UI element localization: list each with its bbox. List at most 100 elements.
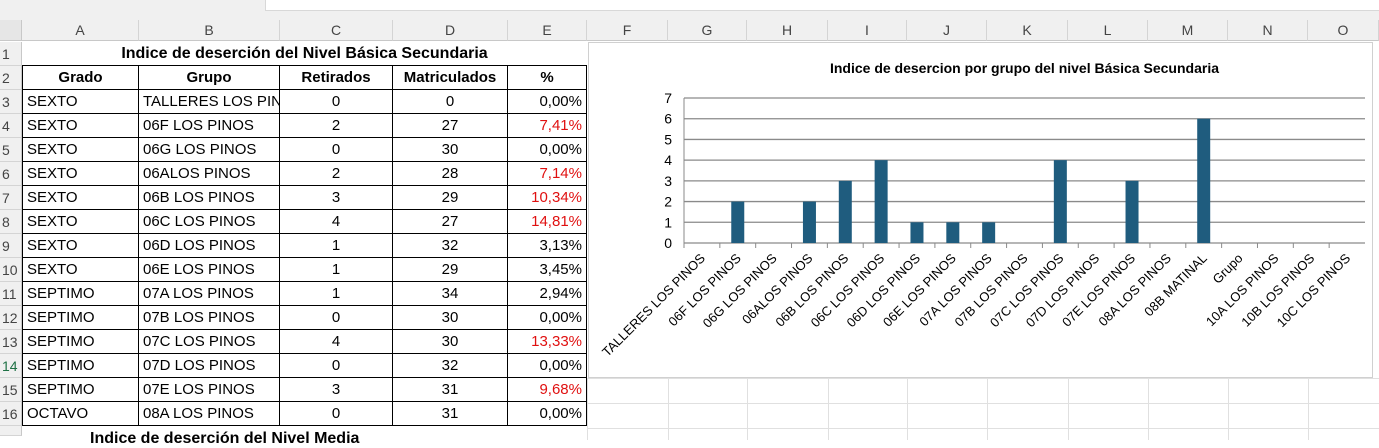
cell-grupo[interactable]: 08A LOS PINOS	[139, 402, 280, 426]
column-header-l[interactable]: L	[1068, 20, 1148, 41]
table-header-matriculados[interactable]: Matriculados	[393, 66, 508, 90]
column-header-j[interactable]: J	[907, 20, 987, 41]
cell-grupo[interactable]: 06C LOS PINOS	[139, 210, 280, 234]
column-header-i[interactable]: I	[828, 20, 907, 41]
cell-matriculados[interactable]: 32	[393, 354, 508, 378]
cell-matriculados[interactable]: 28	[393, 162, 508, 186]
cell-matriculados[interactable]: 27	[393, 210, 508, 234]
column-header-n[interactable]: N	[1228, 20, 1308, 41]
cell-grupo[interactable]: 06ALOS PINOS	[139, 162, 280, 186]
cell-grado[interactable]: SEXTO	[22, 114, 139, 138]
cell-grado[interactable]: SEXTO	[22, 210, 139, 234]
cell-grado[interactable]: SEXTO	[22, 186, 139, 210]
cell-grado[interactable]: SEPTIMO	[22, 330, 139, 354]
cell-retirados[interactable]: 1	[280, 258, 393, 282]
cell-retirados[interactable]: 4	[280, 330, 393, 354]
cell-grupo[interactable]: 07D LOS PINOS	[139, 354, 280, 378]
cell-retirados[interactable]: 0	[280, 354, 393, 378]
cell-retirados[interactable]: 2	[280, 114, 393, 138]
select-all-corner[interactable]	[0, 20, 22, 41]
row-header-14[interactable]: 14	[0, 354, 22, 378]
cell-percent[interactable]: 3,45%	[508, 258, 587, 282]
cell-grado[interactable]: OCTAVO	[22, 402, 139, 426]
column-header-h[interactable]: H	[747, 20, 828, 41]
cell-retirados[interactable]: 3	[280, 378, 393, 402]
row-header-4[interactable]: 4	[0, 114, 22, 138]
table-header-grupo[interactable]: Grupo	[139, 66, 280, 90]
cell-matriculados[interactable]: 31	[393, 378, 508, 402]
sheet-title[interactable]: Indice de deserción del Nivel Básica Sec…	[22, 42, 587, 66]
cell-matriculados[interactable]: 29	[393, 186, 508, 210]
cell-matriculados[interactable]: 31	[393, 402, 508, 426]
cell-retirados[interactable]: 3	[280, 186, 393, 210]
cell-matriculados[interactable]: 34	[393, 282, 508, 306]
bar-chart[interactable]: Indice de desercion por grupo del nivel …	[588, 42, 1373, 378]
cell-percent[interactable]: 13,33%	[508, 330, 587, 354]
table-header-pct[interactable]: %	[508, 66, 587, 90]
cell-grado[interactable]: SEXTO	[22, 138, 139, 162]
row-header-7[interactable]: 7	[0, 186, 22, 210]
cell-matriculados[interactable]: 30	[393, 306, 508, 330]
column-header-c[interactable]: C	[280, 20, 393, 41]
table-header-retirados[interactable]: Retirados	[280, 66, 393, 90]
table-header-grado[interactable]: Grado	[22, 66, 139, 90]
cell-grado[interactable]: SEPTIMO	[22, 354, 139, 378]
cell-percent[interactable]: 10,34%	[508, 186, 587, 210]
cell-retirados[interactable]: 0	[280, 90, 393, 114]
row-header-1[interactable]: 1	[0, 42, 22, 66]
row-header-15[interactable]: 15	[0, 378, 22, 402]
cell-matriculados[interactable]: 30	[393, 330, 508, 354]
cell-grupo[interactable]: 07B LOS PINOS	[139, 306, 280, 330]
cell-grupo[interactable]: 06D LOS PINOS	[139, 234, 280, 258]
cell-percent[interactable]: 7,41%	[508, 114, 587, 138]
cell-grado[interactable]: SEXTO	[22, 162, 139, 186]
cell-percent[interactable]: 7,14%	[508, 162, 587, 186]
cell-grupo[interactable]: 07A LOS PINOS	[139, 282, 280, 306]
cell-matriculados[interactable]: 29	[393, 258, 508, 282]
cell-grupo[interactable]: 07C LOS PINOS	[139, 330, 280, 354]
column-header-o[interactable]: O	[1308, 20, 1379, 41]
cell-percent[interactable]: 3,13%	[508, 234, 587, 258]
cell-percent[interactable]: 0,00%	[508, 306, 587, 330]
cell-retirados[interactable]: 2	[280, 162, 393, 186]
row-header-10[interactable]: 10	[0, 258, 22, 282]
cell-grupo[interactable]: 06G LOS PINOS	[139, 138, 280, 162]
column-header-b[interactable]: B	[139, 20, 280, 41]
cell-grupo[interactable]: 06E LOS PINOS	[139, 258, 280, 282]
column-header-k[interactable]: K	[987, 20, 1068, 41]
cell-percent[interactable]: 0,00%	[508, 402, 587, 426]
row-header-11[interactable]: 11	[0, 282, 22, 306]
column-header-d[interactable]: D	[393, 20, 508, 41]
cell-grupo[interactable]: 06B LOS PINOS	[139, 186, 280, 210]
cell-matriculados[interactable]: 32	[393, 234, 508, 258]
column-header-g[interactable]: G	[668, 20, 747, 41]
next-section-title[interactable]: Indice de deserción del Nivel Media	[90, 430, 360, 447]
cell-percent[interactable]: 0,00%	[508, 90, 587, 114]
cell-retirados[interactable]: 1	[280, 282, 393, 306]
cell-grado[interactable]: SEPTIMO	[22, 282, 139, 306]
row-header-9[interactable]: 9	[0, 234, 22, 258]
cell-matriculados[interactable]: 30	[393, 138, 508, 162]
cell-grupo[interactable]: TALLERES LOS PINOS	[139, 90, 280, 114]
cell-grado[interactable]: SEXTO	[22, 258, 139, 282]
row-header-2[interactable]: 2	[0, 66, 22, 90]
cell-percent[interactable]: 0,00%	[508, 354, 587, 378]
cell-grado[interactable]: SEPTIMO	[22, 306, 139, 330]
cell-retirados[interactable]: 4	[280, 210, 393, 234]
row-header-16[interactable]: 16	[0, 402, 22, 426]
formula-input[interactable]	[265, 0, 1379, 11]
column-header-e[interactable]: E	[508, 20, 587, 41]
cell-matriculados[interactable]: 0	[393, 90, 508, 114]
cell-grado[interactable]: SEPTIMO	[22, 378, 139, 402]
row-header-8[interactable]: 8	[0, 210, 22, 234]
cell-grado[interactable]: SEXTO	[22, 234, 139, 258]
row-header-3[interactable]: 3	[0, 90, 22, 114]
cell-percent[interactable]: 0,00%	[508, 138, 587, 162]
cell-retirados[interactable]: 1	[280, 234, 393, 258]
cell-retirados[interactable]: 0	[280, 306, 393, 330]
row-header-12[interactable]: 12	[0, 306, 22, 330]
cell-grupo[interactable]: 06F LOS PINOS	[139, 114, 280, 138]
row-header-5[interactable]: 5	[0, 138, 22, 162]
cell-retirados[interactable]: 0	[280, 402, 393, 426]
cell-percent[interactable]: 9,68%	[508, 378, 587, 402]
